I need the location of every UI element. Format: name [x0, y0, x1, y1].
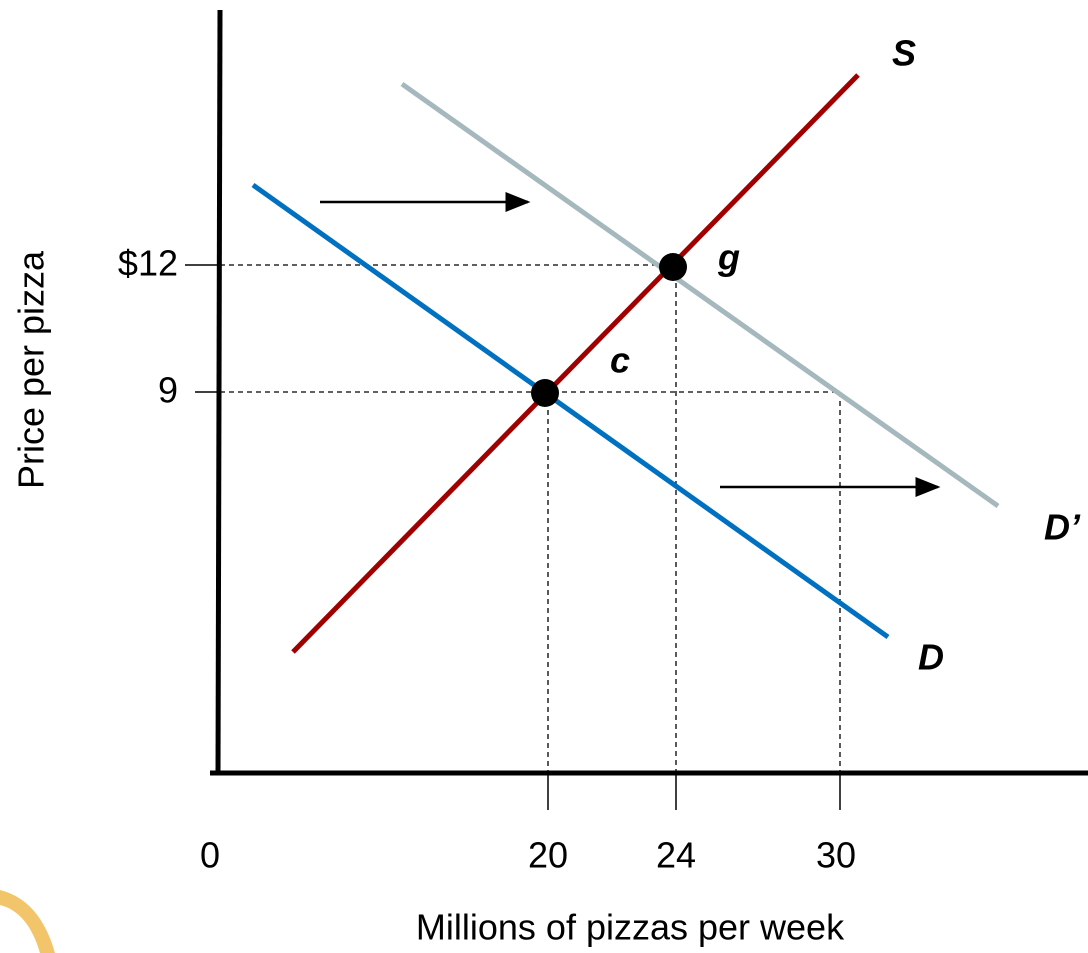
guide-lines	[220, 264, 841, 773]
y-axis-label: Price per pizza	[11, 250, 52, 489]
y-tick-label: $12	[118, 243, 178, 284]
point-c	[531, 379, 559, 407]
point-g	[659, 253, 687, 281]
demand-curve	[251, 182, 890, 640]
point-label: g	[717, 237, 740, 278]
curve-label: D’	[1044, 507, 1081, 548]
point-label: c	[610, 340, 630, 381]
x-tick-label: 30	[816, 835, 856, 876]
curve-label: S	[892, 33, 916, 74]
curve-label: D	[918, 637, 944, 678]
supply-curve	[291, 73, 860, 654]
x-axis-label: Millions of pizzas per week	[416, 907, 845, 948]
x-tick-label: 0	[200, 835, 220, 876]
demand-curve-shifted	[400, 81, 1000, 509]
y-tick-label: 9	[158, 370, 178, 411]
x-tick-label: 24	[656, 835, 696, 876]
x-tick-label: 20	[528, 835, 568, 876]
decoration	[0, 890, 55, 953]
